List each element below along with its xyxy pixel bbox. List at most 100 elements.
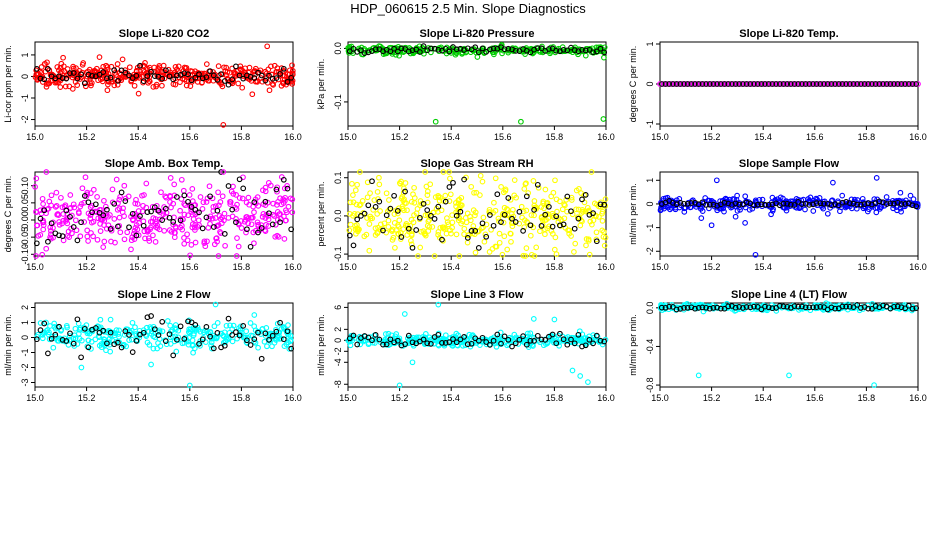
data-point xyxy=(413,46,420,53)
data-point xyxy=(424,207,431,213)
data-point xyxy=(240,75,247,82)
data-point xyxy=(414,206,421,212)
data-point xyxy=(741,81,748,87)
data-point xyxy=(365,341,372,348)
data-point xyxy=(140,222,147,229)
data-point xyxy=(701,81,708,87)
data-point xyxy=(74,75,81,82)
data-point xyxy=(212,301,219,308)
data-point xyxy=(229,206,236,213)
x-tick-label: 15.8 xyxy=(858,262,876,272)
x-tick-label: 15.2 xyxy=(391,262,409,272)
data-point xyxy=(483,49,490,55)
data-point xyxy=(806,198,813,204)
data-point xyxy=(192,322,199,328)
data-point xyxy=(189,211,196,218)
data-point xyxy=(468,183,475,190)
data-point xyxy=(583,242,589,249)
data-point xyxy=(207,333,213,340)
data-point xyxy=(220,169,227,175)
data-point xyxy=(283,209,290,216)
data-point xyxy=(881,81,888,87)
data-point xyxy=(114,61,121,67)
data-point xyxy=(553,196,560,203)
data-point xyxy=(808,81,814,87)
data-point xyxy=(133,196,139,203)
data-point xyxy=(33,66,40,72)
data-point xyxy=(85,71,92,78)
data-point xyxy=(76,335,83,342)
data-point xyxy=(255,229,261,236)
data-point xyxy=(550,212,556,219)
data-point xyxy=(218,71,224,77)
data-point xyxy=(134,337,141,343)
data-point xyxy=(70,70,77,76)
data-point xyxy=(464,45,471,52)
data-point xyxy=(85,238,91,244)
data-point xyxy=(522,217,528,224)
data-point xyxy=(747,304,754,311)
data-point xyxy=(215,189,221,196)
data-point xyxy=(254,194,261,200)
data-point xyxy=(58,194,64,201)
data-point xyxy=(552,177,558,184)
data-point xyxy=(758,306,765,313)
data-point xyxy=(841,81,848,87)
data-point xyxy=(247,342,254,348)
data-point xyxy=(468,228,475,234)
data-point xyxy=(135,90,142,97)
data-point xyxy=(904,81,910,87)
data-point xyxy=(39,332,46,338)
data-point xyxy=(461,176,467,183)
data-point xyxy=(161,75,168,82)
data-point xyxy=(90,186,97,193)
data-point xyxy=(108,238,114,245)
data-point xyxy=(78,364,85,371)
data-point xyxy=(93,65,100,72)
data-point xyxy=(240,323,247,329)
data-point xyxy=(590,340,596,347)
data-point xyxy=(100,244,107,250)
data-point xyxy=(186,382,193,389)
data-point xyxy=(874,204,881,211)
data-point xyxy=(269,221,276,228)
data-point xyxy=(217,229,223,235)
data-point xyxy=(173,225,179,231)
data-point xyxy=(432,118,439,125)
data-point xyxy=(148,68,154,75)
data-point xyxy=(150,84,157,90)
data-point xyxy=(117,229,124,236)
data-point xyxy=(396,382,403,389)
data-point xyxy=(737,204,743,210)
data-point xyxy=(357,201,364,208)
data-point xyxy=(350,192,356,198)
data-point xyxy=(233,329,239,335)
data-point xyxy=(453,212,460,219)
data-point xyxy=(527,222,534,229)
data-point xyxy=(558,216,564,223)
data-point xyxy=(181,70,188,77)
data-point xyxy=(40,219,46,226)
data-point xyxy=(184,231,190,238)
data-point xyxy=(230,183,236,190)
x-tick-label: 15.4 xyxy=(442,393,460,403)
x-tick-label: 15.4 xyxy=(754,393,772,403)
data-point xyxy=(564,341,571,348)
data-point xyxy=(911,81,918,87)
data-point xyxy=(699,81,706,87)
data-point xyxy=(201,240,208,246)
data-point xyxy=(281,185,288,192)
data-point xyxy=(446,198,453,204)
data-point xyxy=(590,210,596,216)
data-point xyxy=(98,344,105,351)
data-point xyxy=(57,64,64,71)
data-point xyxy=(376,43,382,49)
data-point xyxy=(749,81,755,87)
data-point xyxy=(455,332,461,339)
data-point xyxy=(162,205,169,212)
data-point xyxy=(104,64,111,70)
data-point xyxy=(175,327,182,334)
data-point xyxy=(374,230,381,237)
data-point xyxy=(181,192,188,199)
data-point xyxy=(666,303,673,310)
